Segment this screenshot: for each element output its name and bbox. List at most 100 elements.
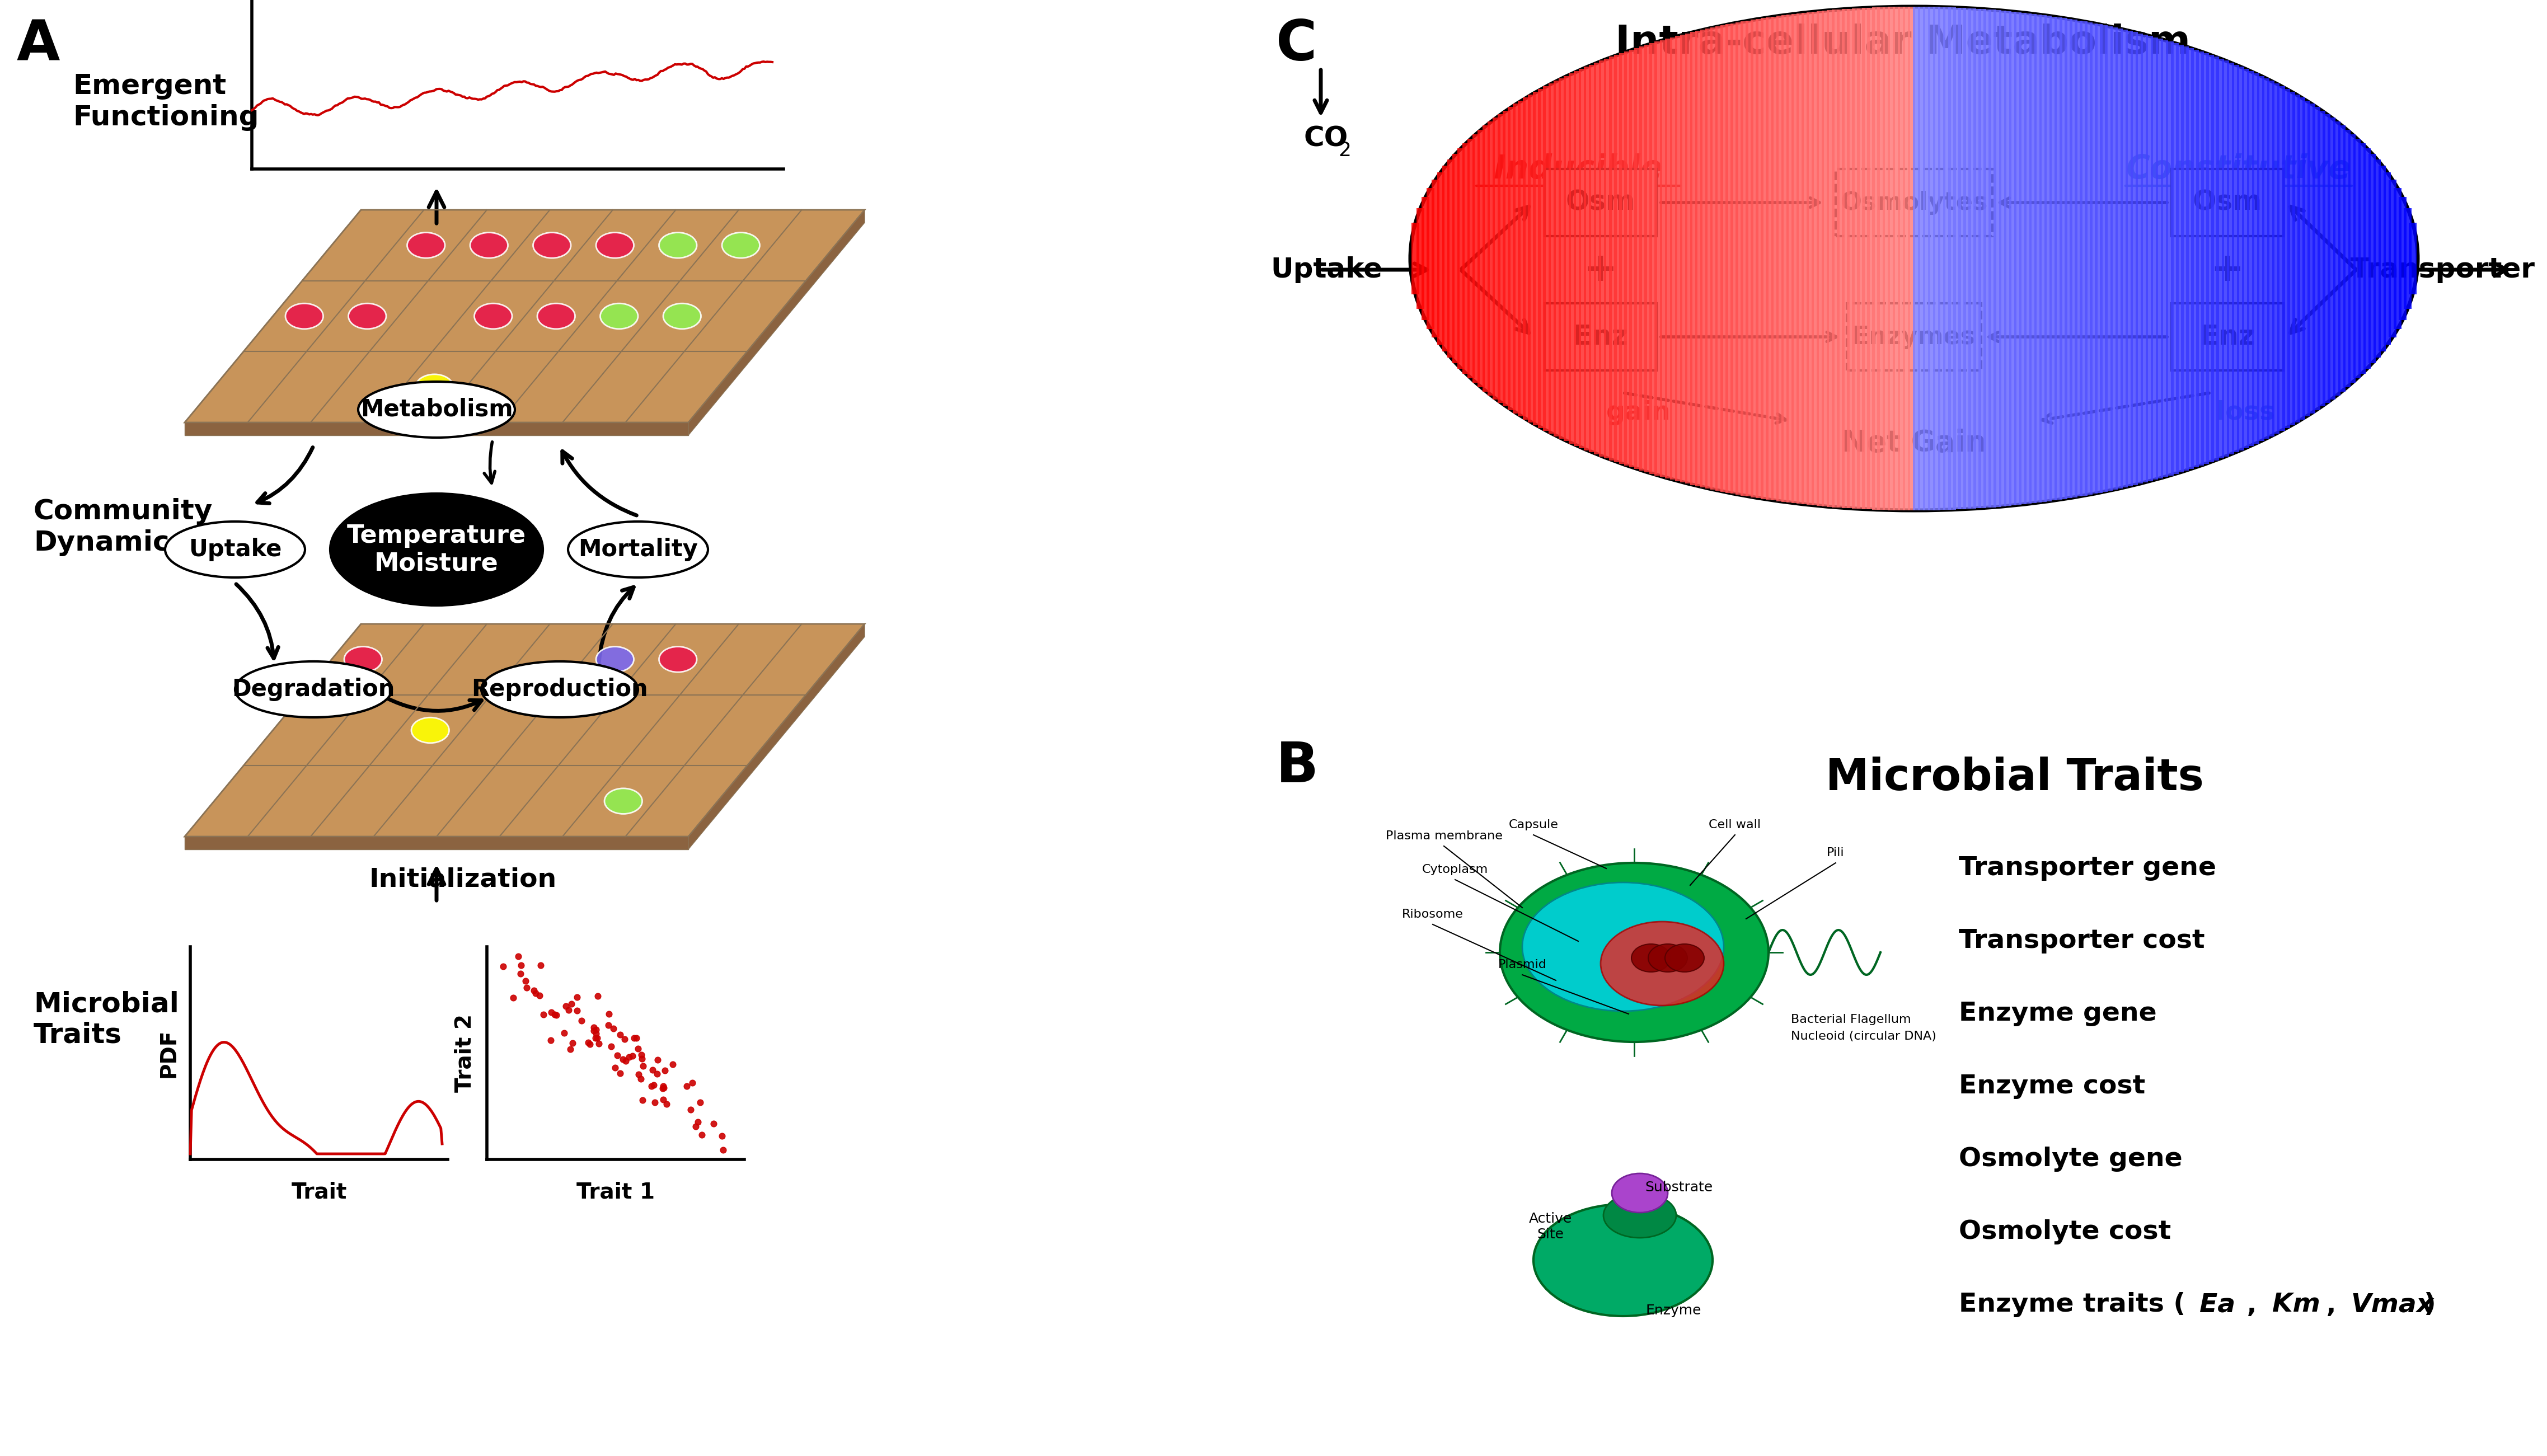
Text: +: +	[2211, 250, 2244, 290]
Bar	[2155, 39, 2162, 479]
Point	[550, 992, 591, 1015]
Bar	[2045, 16, 2053, 501]
Bar	[1656, 42, 1663, 476]
Bar	[2394, 188, 2402, 329]
Bar	[1579, 68, 1587, 448]
Bar	[2096, 25, 2104, 492]
Ellipse shape	[285, 303, 323, 329]
Bar	[2292, 95, 2300, 422]
Bar	[1908, 7, 1915, 510]
Bar	[1948, 7, 1956, 510]
Text: Net Gain: Net Gain	[1841, 428, 1987, 457]
Point	[550, 1038, 591, 1061]
Bar	[1867, 7, 1875, 510]
Text: Enz: Enz	[1574, 323, 1628, 351]
Point	[700, 1124, 741, 1147]
Ellipse shape	[596, 233, 634, 258]
Point	[644, 1076, 685, 1099]
Text: Active
Site: Active Site	[1528, 1211, 1571, 1241]
Bar	[2185, 48, 2193, 469]
Text: Metabolism: Metabolism	[359, 397, 512, 421]
Bar	[2272, 83, 2280, 434]
FancyBboxPatch shape	[1847, 303, 1982, 370]
Bar	[1831, 10, 1839, 507]
Bar	[2379, 166, 2387, 351]
Point	[637, 1061, 678, 1085]
Bar	[2160, 41, 2167, 478]
Point	[535, 1003, 576, 1026]
Text: Enzyme: Enzyme	[1645, 1303, 1701, 1318]
Point	[624, 1054, 665, 1077]
Bar	[2134, 33, 2142, 483]
Bar	[1724, 25, 1732, 492]
Bar	[1635, 48, 1643, 469]
Bar	[2081, 22, 2089, 495]
Bar	[2180, 47, 2188, 470]
Text: Transporter gene: Transporter gene	[1959, 856, 2216, 881]
Point	[576, 1018, 616, 1041]
FancyBboxPatch shape	[2173, 169, 2285, 236]
Bar	[2318, 111, 2325, 406]
Ellipse shape	[344, 646, 382, 673]
Bar	[1816, 12, 1824, 505]
Bar	[1959, 7, 1966, 510]
Ellipse shape	[660, 233, 698, 258]
Point	[568, 1031, 609, 1054]
Bar	[2211, 57, 2218, 460]
Point	[604, 1048, 644, 1072]
Point	[553, 1031, 593, 1054]
Bar	[2139, 35, 2147, 482]
Text: Emergent
Functioning: Emergent Functioning	[74, 73, 260, 131]
Ellipse shape	[1500, 863, 1768, 1042]
Bar	[2257, 76, 2264, 441]
Bar	[2076, 20, 2083, 496]
Text: Osmolyte gene: Osmolyte gene	[1959, 1147, 2183, 1172]
Polygon shape	[688, 625, 863, 849]
Text: ,: ,	[2236, 1293, 2267, 1318]
Text: Reproduction: Reproduction	[471, 677, 647, 702]
Bar	[1923, 7, 1931, 510]
Point	[530, 1000, 571, 1024]
Point	[621, 1067, 662, 1091]
Bar	[1841, 9, 1849, 508]
Ellipse shape	[359, 381, 514, 438]
Bar	[2277, 86, 2285, 431]
Text: Cytoplasm: Cytoplasm	[1421, 863, 1487, 875]
Point	[614, 1026, 655, 1050]
Bar	[2241, 68, 2249, 448]
Bar	[2282, 89, 2290, 428]
Bar	[1836, 9, 1844, 508]
Text: Vmax: Vmax	[2351, 1293, 2432, 1318]
Polygon shape	[186, 625, 863, 837]
Ellipse shape	[1533, 1204, 1712, 1316]
Bar	[1928, 7, 1936, 510]
Bar	[1770, 16, 1778, 501]
Point	[502, 954, 543, 977]
Bar	[1600, 61, 1607, 457]
Bar	[1508, 108, 1515, 411]
Bar	[1974, 9, 1982, 508]
Bar	[1584, 67, 1592, 450]
Point	[599, 1022, 639, 1045]
Bar	[1898, 7, 1905, 510]
Bar	[1559, 79, 1566, 438]
Bar	[1969, 9, 1976, 508]
Text: Intra-cellular Metabolism: Intra-cellular Metabolism	[1615, 23, 2190, 63]
Point	[634, 1091, 675, 1114]
Bar	[1640, 47, 1648, 470]
Ellipse shape	[537, 303, 576, 329]
Ellipse shape	[474, 303, 512, 329]
Bar	[2236, 67, 2244, 450]
Bar	[1740, 22, 1747, 495]
Bar	[2055, 17, 2063, 499]
Bar	[1801, 13, 1808, 504]
Text: Km: Km	[2272, 1293, 2320, 1318]
Bar	[2086, 22, 2094, 495]
Bar	[1999, 10, 2007, 507]
Bar	[2119, 29, 2127, 488]
Bar	[2221, 61, 2229, 457]
Polygon shape	[186, 422, 688, 435]
Bar	[1750, 20, 1757, 498]
Text: C: C	[1276, 17, 1317, 73]
Bar	[2287, 92, 2295, 425]
